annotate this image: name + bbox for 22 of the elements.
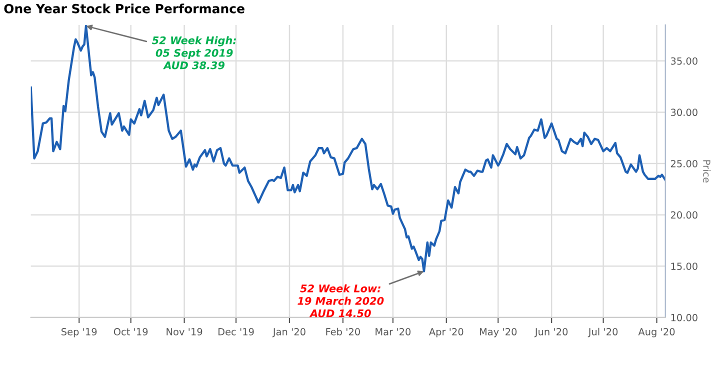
x-tick-label: Sep '19 bbox=[62, 328, 97, 338]
x-tick-label: Oct '19 bbox=[114, 328, 148, 336]
annotation: 52 Week High: 05 Sept 2019 AUD 38.39 bbox=[152, 36, 236, 70]
annotation: 52 Week Low: 19 March 2020 AUD 14.50 bbox=[298, 284, 384, 318]
y-tick-label: 30.00 bbox=[670, 108, 698, 116]
x-tick-label: Feb '20 bbox=[326, 328, 360, 336]
x-tick-label: Aug '20 bbox=[638, 328, 675, 338]
y-tick-label: 15.00 bbox=[671, 262, 698, 270]
x-tick-label: Apr '20 bbox=[428, 328, 464, 338]
x-tick-label: Dec '19 bbox=[218, 328, 254, 336]
x-tick-label: Jun '20 bbox=[534, 328, 568, 338]
y-tick-label: 25.00 bbox=[670, 160, 698, 168]
x-tick-label: Jan '20 bbox=[272, 328, 306, 338]
y-tick-label: 35.00 bbox=[670, 57, 698, 65]
y-tick-label: 20.00 bbox=[670, 211, 698, 219]
x-tick-label: Nov '19 bbox=[166, 328, 202, 336]
y-tick-label: 10.00 bbox=[671, 314, 698, 322]
x-tick-label: Jul '20 bbox=[588, 328, 618, 338]
chart-title: One Year Stock Price Performance bbox=[4, 4, 244, 14]
y-axis-title: Price bbox=[703, 160, 711, 183]
x-tick-label: May '20 bbox=[480, 328, 517, 338]
x-tick-label: Mar '20 bbox=[376, 328, 411, 336]
